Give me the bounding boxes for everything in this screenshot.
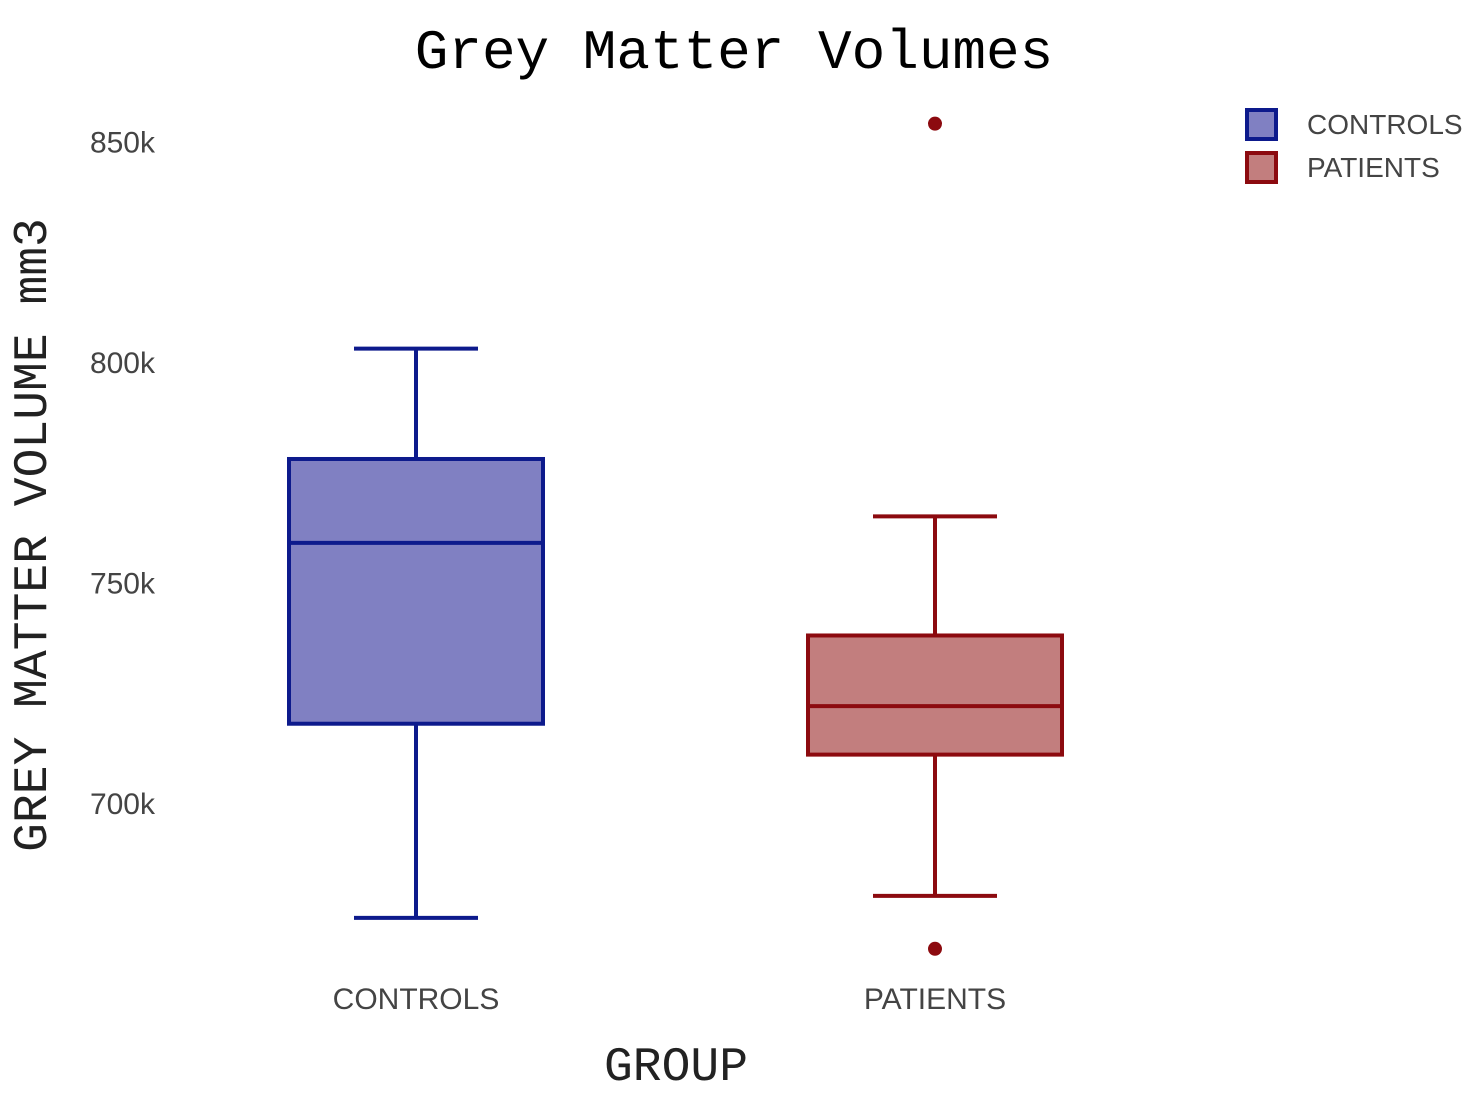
outlier-point bbox=[928, 941, 942, 956]
box-patients bbox=[806, 116, 1064, 956]
x-axis-ticks: CONTROLS PATIENTS bbox=[333, 983, 1006, 1016]
y-axis-title: GREY MATTER VOLUME mm3 bbox=[7, 218, 61, 852]
y-tick-label: 800k bbox=[90, 347, 156, 380]
y-tick-label: 850k bbox=[90, 126, 156, 159]
legend-label: CONTROLS bbox=[1307, 109, 1463, 140]
iqr-box bbox=[287, 456, 545, 726]
outlier-point bbox=[928, 116, 942, 131]
box-series-group bbox=[287, 116, 1064, 956]
legend-swatch bbox=[1245, 108, 1278, 141]
x-tick-label: CONTROLS bbox=[333, 983, 500, 1016]
y-tick-label: 700k bbox=[90, 788, 156, 821]
x-axis-title: GROUP bbox=[604, 1041, 748, 1095]
legend-item-controls[interactable]: CONTROLS bbox=[1245, 108, 1463, 141]
legend-swatch bbox=[1245, 151, 1278, 184]
chart-title: Grey Matter Volumes bbox=[415, 21, 1054, 85]
y-axis-ticks: 700k 750k 800k 850k bbox=[90, 126, 156, 821]
x-tick-label: PATIENTS bbox=[864, 983, 1006, 1016]
iqr-box bbox=[806, 633, 1064, 757]
legend-label: PATIENTS bbox=[1307, 152, 1440, 183]
legend: CONTROLS PATIENTS bbox=[1245, 108, 1463, 184]
box-controls bbox=[287, 346, 545, 920]
legend-item-patients[interactable]: PATIENTS bbox=[1245, 151, 1440, 184]
y-tick-label: 750k bbox=[90, 568, 156, 601]
